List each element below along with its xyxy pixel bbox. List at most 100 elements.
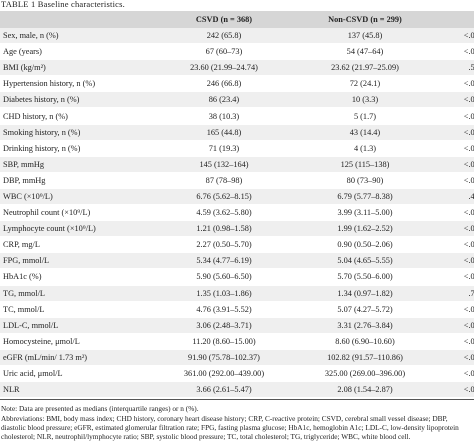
cell: 5.07 (4.27–5.72) [337, 304, 393, 314]
cell: 1.99 (1.62–2.52) [292, 220, 438, 237]
table-row: Neutrophil count (×10⁹/L) 4.59 (3.62–5.80… [0, 205, 474, 221]
cell: 23.62 (21.97–25.09) [292, 59, 438, 76]
cell: 361.00 (292.00–439.00) [183, 369, 265, 379]
cell: 3.06 (2.48–3.71) [156, 317, 292, 334]
table-header: CSVD (n = 368)Non-CSVD (n = 299)p [0, 11, 474, 28]
cell: 4.76 (3.91–5.52) [196, 304, 252, 314]
cell: 5.90 (5.60–6.50) [196, 272, 252, 282]
row-label: Uric acid, μmol/L [3, 369, 63, 379]
cell: 87 (78–98) [205, 175, 243, 185]
cell: 54 (47–64) [346, 47, 384, 57]
cell: <.001 [463, 369, 474, 379]
cell: <.001 [438, 220, 474, 237]
row-label: Neutrophil count (×10⁹/L) [3, 208, 91, 218]
cell: 72 (24.1) [349, 79, 381, 89]
footnote-abbreviations: Abbreviations: BMI, body mass index; CHD… [1, 414, 459, 441]
row-label: Lymphocyte count (×10⁹/L) [0, 220, 156, 237]
cell: 67 (60–73) [205, 47, 243, 57]
row-label: Diabetes history, n (%) [0, 91, 156, 108]
row-label: NLR [0, 381, 156, 398]
cell: 242 (65.8) [156, 28, 292, 44]
table-title: TABLE 1 Baseline characteristics. [1, 0, 125, 9]
cell: <.001 [438, 28, 474, 44]
table-row: DBP, mmHg 87 (78–98) 80 (73–90) <.001 [0, 172, 474, 189]
cell: .459 [438, 188, 474, 205]
row-label: Age (years) [3, 47, 42, 57]
row-label: Drinking history, n (%) [3, 143, 81, 153]
row-label: BMI (kg/m²) [0, 59, 156, 76]
cell: <.001 [463, 208, 474, 218]
row-label: SBP, mmHg [0, 156, 156, 173]
table-row: Diabetes history, n (%) 86 (23.4) 10 (3.3)… [0, 91, 474, 108]
table-row: TC, mmol/L 4.76 (3.91–5.52) 5.07 (4.27–5.7… [0, 301, 474, 318]
footnote-note: Note: Data are presented as medians (int… [1, 404, 199, 414]
row-label: Hypertension history, n (%) [3, 79, 96, 89]
row-label: TG, mmol/L [0, 285, 156, 302]
row-label: DBP, mmHg [3, 175, 46, 185]
cell: 2.27 (0.50–5.70) [196, 240, 252, 250]
cell: 43 (14.4) [292, 124, 438, 141]
row-label: eGFR (mL/min/ 1.73 m²) [0, 349, 156, 366]
cell: <.001 [438, 124, 474, 141]
cell: 5.70 (5.50–6.00) [337, 272, 393, 282]
cell: 8.60 (6.90–10.60) [335, 336, 395, 346]
cell: <.001 [463, 143, 474, 153]
table-row: Lymphocyte count (×10⁹/L) 1.21 (0.98–1.58… [0, 220, 474, 237]
cell: <.001 [463, 272, 474, 282]
row-label: CHD history, n (%) [3, 111, 68, 121]
row-label: Sex, male, n (%) [0, 28, 156, 44]
cell: <.001 [438, 91, 474, 108]
cell: <.001 [438, 381, 474, 398]
row-label: CRP, mg/L [3, 240, 40, 250]
cell: 23.60 (21.99–24.74) [156, 59, 292, 76]
cell: <.001 [463, 79, 474, 89]
cell: 38 (10.3) [208, 111, 240, 121]
cell: 145 (132–164) [156, 156, 292, 173]
table-row: Hypertension history, n (%) 246 (66.8) 72 … [0, 76, 474, 92]
cell: <.001 [463, 47, 474, 57]
baseline-table: CSVD (n = 368)Non-CSVD (n = 299)p Sex, m… [0, 11, 474, 398]
header-cell: CSVD (n = 368) [156, 11, 292, 28]
cell: 165 (44.8) [156, 124, 292, 141]
table-row: BMI (kg/m²) 23.60 (21.99–24.74) 23.62 (21.… [0, 59, 474, 76]
cell: <.001 [463, 336, 474, 346]
cell: 5.04 (4.65–5.55) [292, 252, 438, 269]
table-row: LDL-C, mmol/L 3.06 (2.48–3.71) 3.31 (2.76–… [0, 317, 474, 334]
table-row: FPG, mmol/L 5.34 (4.77–6.19) 5.04 (4.65–5.… [0, 252, 474, 269]
cell: .753 [438, 285, 474, 302]
cell: 6.76 (5.62–8.15) [156, 188, 292, 205]
footnotes: Note: Data are presented as medians (int… [0, 399, 474, 441]
cell: <.001 [438, 317, 474, 334]
cell: 5 (1.7) [353, 111, 377, 121]
row-label: Homocysteine, μmol/L [3, 336, 80, 346]
cell: 11.20 (8.60–15.00) [192, 336, 256, 346]
cell: <.001 [463, 304, 474, 314]
table-row: Uric acid, μmol/L 361.00 (292.00–439.00) 3… [0, 365, 474, 382]
cell: 5.34 (4.77–6.19) [156, 252, 292, 269]
cell: 2.08 (1.54–2.87) [292, 381, 438, 398]
row-label: HbA1c (%) [3, 272, 42, 282]
table-row: WBC (×10⁹/L) 6.76 (5.62–8.15) 6.79 (5.77–8… [0, 188, 474, 205]
header-cell [0, 11, 156, 28]
cell: <.001 [438, 349, 474, 366]
row-label: LDL-C, mmol/L [0, 317, 156, 334]
table-row: CRP, mg/L 2.27 (0.50–5.70) 0.90 (0.50–2.06… [0, 237, 474, 253]
cell: 1.34 (0.97–1.82) [292, 285, 438, 302]
cell: 6.79 (5.77–8.38) [292, 188, 438, 205]
table-row: Sex, male, n (%)242 (65.8)137 (45.8)<.00… [0, 28, 474, 44]
cell: 3.66 (2.61–5.47) [156, 381, 292, 398]
row-label: WBC (×10⁹/L) [0, 188, 156, 205]
header-cell: Non-CSVD (n = 299) [292, 11, 438, 28]
table-row: CHD history, n (%) 38 (10.3) 5 (1.7) <.001 [0, 108, 474, 125]
cell: <.001 [438, 252, 474, 269]
table-row: eGFR (mL/min/ 1.73 m²) 91.90 (75.78–102.3… [0, 349, 474, 366]
cell: 10 (3.3) [292, 91, 438, 108]
cell: 4.59 (3.62–5.80) [196, 208, 252, 218]
cell: 246 (66.8) [206, 79, 242, 89]
cell: 125 (115–138) [292, 156, 438, 173]
cell: 71 (19.3) [208, 143, 240, 153]
cell: <.001 [463, 240, 474, 250]
